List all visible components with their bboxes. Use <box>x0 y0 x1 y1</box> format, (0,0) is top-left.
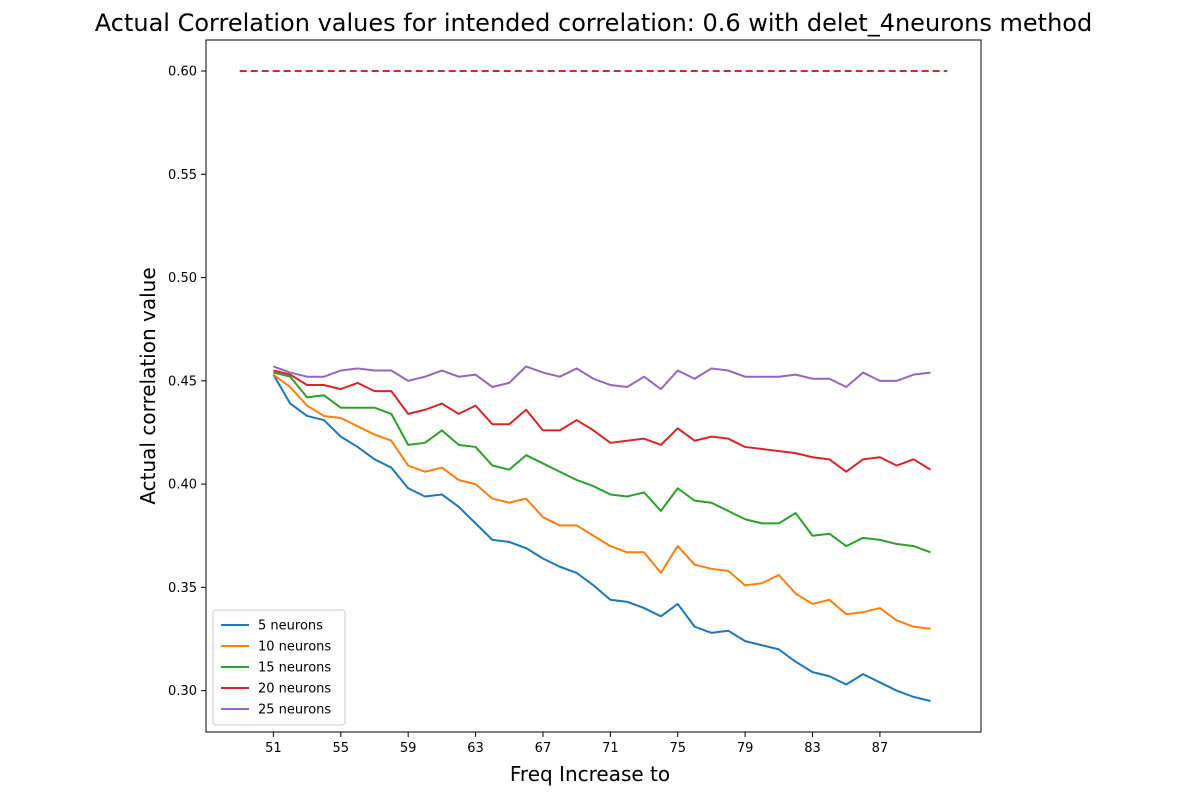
legend-box <box>212 609 346 726</box>
y-tick-label: 0.30 <box>168 684 197 699</box>
series-line <box>273 371 931 554</box>
series-line <box>272 374 931 702</box>
legend-label: 10 neurons <box>258 640 331 655</box>
x-tick-label: 87 <box>872 741 889 756</box>
y-axis: 0.30 0.35 0.40 0.45 0.50 0.55 0.60 <box>168 64 206 699</box>
x-tick-label: 63 <box>467 741 484 756</box>
x-axis: 51 55 59 63 67 71 75 79 83 87 <box>265 732 888 756</box>
axes-frame <box>205 39 982 733</box>
legend-label: 5 neurons <box>258 619 323 634</box>
y-tick-label: 0.45 <box>168 374 197 389</box>
plot-area <box>239 69 948 702</box>
y-tick-label: 0.35 <box>168 581 197 596</box>
series-line <box>273 365 931 391</box>
x-tick-label: 71 <box>602 741 619 756</box>
x-tick-label: 75 <box>669 741 686 756</box>
legend-label: 25 neurons <box>258 703 331 718</box>
series-line <box>273 369 931 473</box>
x-tick-label: 55 <box>333 741 350 756</box>
y-tick-label: 0.50 <box>168 271 197 286</box>
y-tick-label: 0.40 <box>168 478 197 493</box>
chart-title: Actual Correlation values for intended c… <box>95 9 1092 37</box>
y-tick-label: 0.55 <box>168 168 197 183</box>
x-axis-label: Freq Increase to <box>510 762 670 786</box>
series-line <box>272 373 931 630</box>
x-tick-label: 79 <box>737 741 754 756</box>
x-tick-label: 83 <box>804 741 821 756</box>
legend-label: 15 neurons <box>258 661 331 676</box>
x-tick-label: 59 <box>400 741 417 756</box>
y-axis-label: Actual correlation value <box>136 267 160 504</box>
y-tick-label: 0.60 <box>168 64 197 79</box>
x-tick-label: 51 <box>265 741 282 756</box>
legend-label: 20 neurons <box>258 682 331 697</box>
x-tick-label: 67 <box>535 741 552 756</box>
legend: 5 neurons 10 neurons 15 neurons 20 neurons 2… <box>212 609 346 726</box>
